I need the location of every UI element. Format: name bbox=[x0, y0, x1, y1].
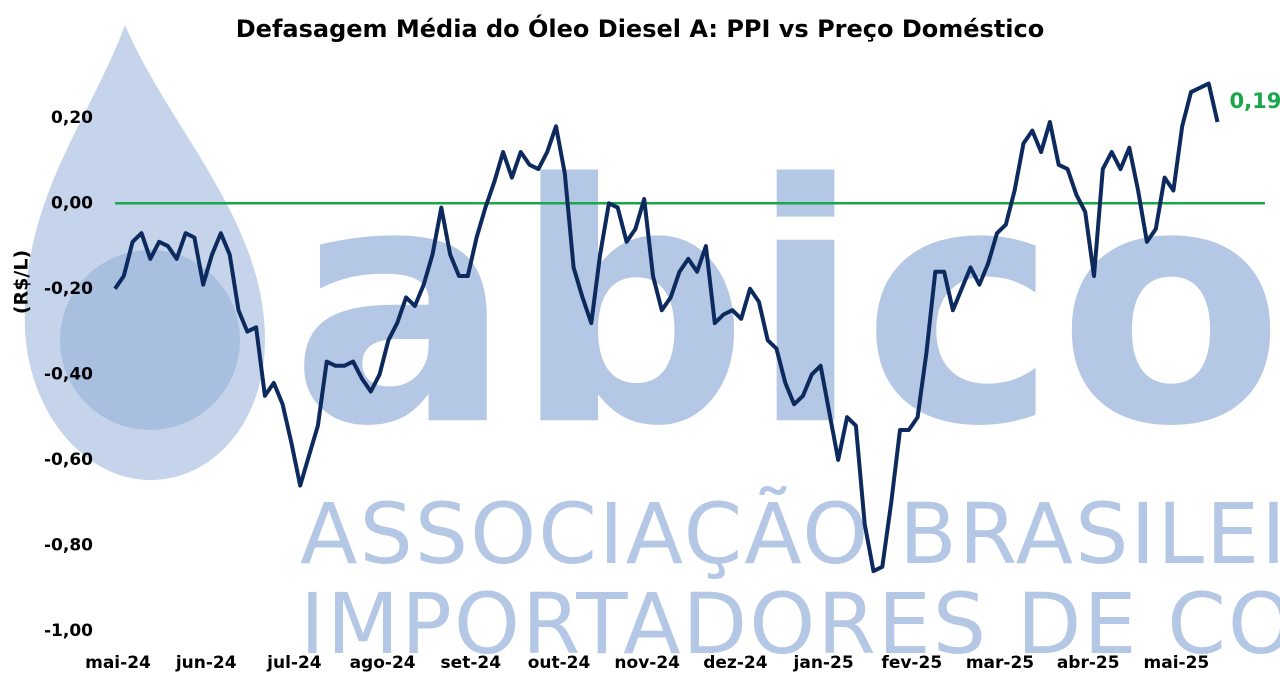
x-tick-label: mar-25 bbox=[966, 653, 1034, 673]
y-tick-label: 0,20 bbox=[51, 108, 93, 128]
x-tick-label: jul-24 bbox=[266, 653, 322, 673]
y-tick-label: -0,20 bbox=[44, 279, 93, 299]
y-axis-label: (R$/L) bbox=[11, 250, 33, 314]
logo-globe bbox=[60, 250, 240, 430]
x-tick-label: jan-25 bbox=[793, 653, 854, 673]
watermark: abicomASSOCIAÇÃO BRASILEIRA DOSIMPORTADO… bbox=[24, 25, 1280, 673]
x-tick-label: nov-24 bbox=[614, 653, 680, 673]
watermark-text: IMPORTADORES DE COMBUSTÍVEIS bbox=[300, 575, 1280, 673]
watermark-text: ASSOCIAÇÃO BRASILEIRA DOS bbox=[300, 485, 1280, 583]
y-tick-label: -1,00 bbox=[44, 621, 93, 641]
x-tick-label: fev-25 bbox=[881, 653, 942, 673]
x-tick-label: ago-24 bbox=[350, 653, 416, 673]
line-series bbox=[113, 81, 1220, 574]
x-tick-label: jun-24 bbox=[175, 653, 237, 673]
x-tick-label: mai-24 bbox=[85, 653, 151, 673]
y-tick-label: 0,00 bbox=[51, 193, 93, 213]
x-tick-label: mai-25 bbox=[1144, 653, 1210, 673]
x-tick-label: set-24 bbox=[441, 653, 502, 673]
x-tick-label: abr-25 bbox=[1057, 653, 1120, 673]
y-tick-label: -0,40 bbox=[44, 364, 93, 384]
annotation: 0,19 bbox=[1230, 89, 1280, 113]
x-tick-label: dez-24 bbox=[703, 653, 767, 673]
x-tick-label: out-24 bbox=[528, 653, 591, 673]
y-tick-label: -0,60 bbox=[44, 450, 93, 470]
watermark-logo-text: abicom bbox=[290, 114, 1280, 498]
y-tick-label: -0,80 bbox=[44, 535, 93, 555]
chart-title: Defasagem Média do Óleo Diesel A: PPI vs… bbox=[236, 13, 1045, 43]
